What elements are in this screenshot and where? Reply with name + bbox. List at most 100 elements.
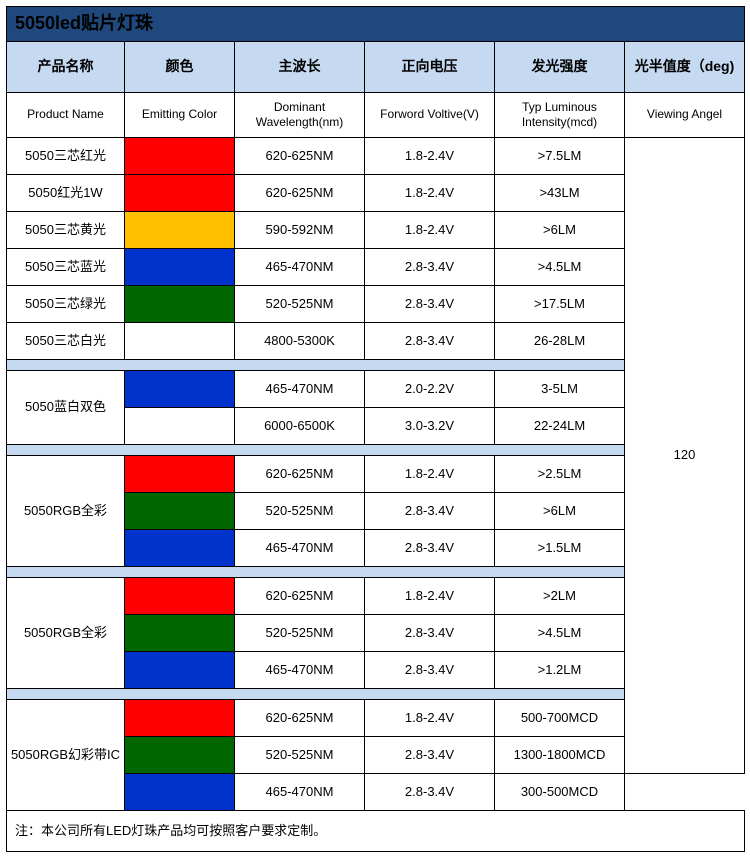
cell-name: 5050RGB全彩 [7, 455, 125, 566]
cell-voltage: 1.8-2.4V [365, 211, 495, 248]
title-row: 5050led贴片灯珠 [7, 7, 745, 42]
cell-color [125, 248, 235, 285]
color-swatch [125, 700, 234, 736]
footer-row: 注：本公司所有LED灯珠产品均可按照客户要求定制。 [7, 810, 745, 851]
cell-color [125, 211, 235, 248]
cell-name: 5050三芯绿光 [7, 285, 125, 322]
cell-voltage: 2.8-3.4V [365, 651, 495, 688]
cell-color [125, 492, 235, 529]
color-swatch [125, 408, 234, 444]
cell-name: 5050三芯蓝光 [7, 248, 125, 285]
col-subheader: Emitting Color [125, 92, 235, 137]
cell-intensity: >4.5LM [495, 248, 625, 285]
col-header: 正向电压 [365, 41, 495, 92]
color-swatch [125, 212, 234, 248]
cell-intensity: >7.5LM [495, 137, 625, 174]
cell-intensity: >4.5LM [495, 614, 625, 651]
header-row-en: Product Name Emitting Color Dominant Wav… [7, 92, 745, 137]
cell-name: 5050RGB幻彩带IC [7, 699, 125, 810]
cell-voltage: 2.8-3.4V [365, 322, 495, 359]
cell-wavelength: 465-470NM [235, 773, 365, 810]
col-header: 光半值度（deg) [625, 41, 745, 92]
cell-voltage: 2.8-3.4V [365, 492, 495, 529]
cell-name: 5050三芯红光 [7, 137, 125, 174]
led-spec-table: 5050led贴片灯珠 产品名称 颜色 主波长 正向电压 发光强度 光半值度（d… [6, 6, 745, 852]
col-subheader: Viewing Angel [625, 92, 745, 137]
cell-wavelength: 520-525NM [235, 492, 365, 529]
cell-wavelength: 620-625NM [235, 174, 365, 211]
cell-wavelength: 620-625NM [235, 577, 365, 614]
color-swatch [125, 249, 234, 285]
cell-intensity: 26-28LM [495, 322, 625, 359]
cell-intensity: 3-5LM [495, 370, 625, 407]
cell-voltage: 2.8-3.4V [365, 736, 495, 773]
cell-intensity: >2LM [495, 577, 625, 614]
cell-color [125, 137, 235, 174]
color-swatch [125, 652, 234, 688]
cell-color [125, 577, 235, 614]
cell-wavelength: 520-525NM [235, 285, 365, 322]
col-subheader: Product Name [7, 92, 125, 137]
cell-voltage: 2.0-2.2V [365, 370, 495, 407]
cell-wavelength: 465-470NM [235, 370, 365, 407]
cell-intensity: >6LM [495, 211, 625, 248]
cell-color [125, 322, 235, 359]
color-swatch [125, 737, 234, 773]
color-swatch [125, 774, 234, 810]
cell-wavelength: 520-525NM [235, 614, 365, 651]
color-swatch [125, 578, 234, 614]
cell-voltage: 2.8-3.4V [365, 285, 495, 322]
cell-color [125, 614, 235, 651]
cell-color [125, 370, 235, 407]
cell-intensity: >43LM [495, 174, 625, 211]
cell-wavelength: 590-592NM [235, 211, 365, 248]
cell-wavelength: 4800-5300K [235, 322, 365, 359]
cell-color [125, 651, 235, 688]
cell-intensity: 500-700MCD [495, 699, 625, 736]
cell-voltage: 2.8-3.4V [365, 529, 495, 566]
col-header: 发光强度 [495, 41, 625, 92]
col-subheader: Typ Luminous Intensity(mcd) [495, 92, 625, 137]
cell-color [125, 773, 235, 810]
cell-voltage: 3.0-3.2V [365, 407, 495, 444]
cell-viewing-angle: 120 [625, 137, 745, 773]
cell-color [125, 529, 235, 566]
cell-wavelength: 520-525NM [235, 736, 365, 773]
cell-wavelength: 465-470NM [235, 248, 365, 285]
col-header: 颜色 [125, 41, 235, 92]
cell-wavelength: 6000-6500K [235, 407, 365, 444]
table-title: 5050led贴片灯珠 [7, 7, 745, 42]
cell-wavelength: 620-625NM [235, 455, 365, 492]
cell-intensity: 300-500MCD [495, 773, 625, 810]
cell-intensity: >1.2LM [495, 651, 625, 688]
col-header: 产品名称 [7, 41, 125, 92]
color-swatch [125, 456, 234, 492]
color-swatch [125, 615, 234, 651]
cell-voltage: 1.8-2.4V [365, 577, 495, 614]
cell-intensity: >1.5LM [495, 529, 625, 566]
cell-voltage: 2.8-3.4V [365, 248, 495, 285]
cell-wavelength: 465-470NM [235, 651, 365, 688]
cell-name: 5050三芯黄光 [7, 211, 125, 248]
cell-color [125, 285, 235, 322]
cell-intensity: >17.5LM [495, 285, 625, 322]
col-header: 主波长 [235, 41, 365, 92]
color-swatch [125, 371, 234, 407]
cell-wavelength: 465-470NM [235, 529, 365, 566]
cell-voltage: 1.8-2.4V [365, 455, 495, 492]
color-swatch [125, 175, 234, 211]
cell-color [125, 174, 235, 211]
cell-intensity: >6LM [495, 492, 625, 529]
cell-intensity: >2.5LM [495, 455, 625, 492]
cell-voltage: 2.8-3.4V [365, 614, 495, 651]
cell-name: 5050RGB全彩 [7, 577, 125, 688]
cell-voltage: 2.8-3.4V [365, 773, 495, 810]
cell-color [125, 736, 235, 773]
cell-voltage: 1.8-2.4V [365, 699, 495, 736]
header-row-cn: 产品名称 颜色 主波长 正向电压 发光强度 光半值度（deg) [7, 41, 745, 92]
cell-wavelength: 620-625NM [235, 137, 365, 174]
cell-color [125, 699, 235, 736]
cell-color [125, 455, 235, 492]
table-row: 5050三芯红光 620-625NM 1.8-2.4V >7.5LM 120 [7, 137, 745, 174]
cell-wavelength: 620-625NM [235, 699, 365, 736]
